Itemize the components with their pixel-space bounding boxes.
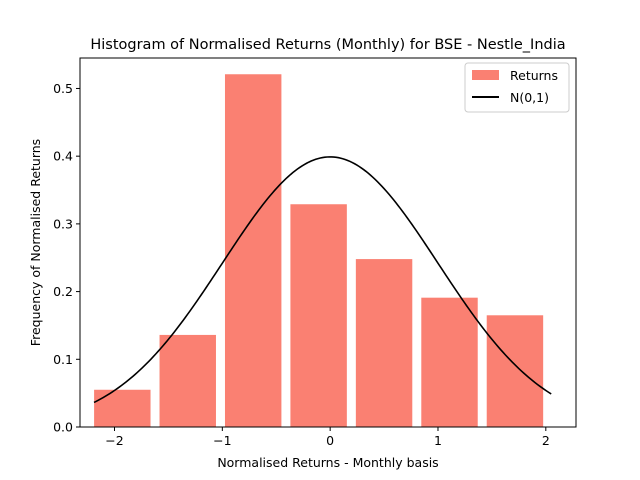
y-tick-label-2: 0.2 [53, 284, 73, 299]
legend-label-normal: N(0,1) [510, 90, 549, 105]
legend-swatch-returns [472, 70, 499, 80]
x-tick-label-2: 0 [326, 433, 334, 448]
histogram-bar-2 [159, 334, 216, 427]
x-axis-ticks: −2 −1 0 1 2 [105, 427, 550, 448]
normal-curve-group [93, 156, 552, 404]
normal-curve-line [93, 156, 552, 404]
y-tick-label-5: 0.5 [53, 81, 73, 96]
legend: Returns N(0,1) [464, 62, 570, 113]
chart-title: Histogram of Normalised Returns (Monthly… [90, 37, 565, 53]
x-tick-label-1: −1 [213, 433, 231, 448]
legend-label-returns: Returns [510, 68, 558, 83]
y-tick-label-4: 0.4 [53, 149, 73, 164]
histogram-bar-4 [290, 204, 347, 427]
y-tick-label-3: 0.3 [53, 216, 73, 231]
x-tick-label-4: 2 [542, 433, 550, 448]
histogram-bar-7 [486, 315, 544, 427]
histogram-bar-5 [355, 259, 413, 427]
y-tick-label-0: 0.0 [53, 420, 73, 435]
x-tick-label-0: −2 [105, 433, 123, 448]
histogram-bar-3 [224, 74, 282, 427]
y-tick-label-1: 0.1 [53, 352, 73, 367]
histogram-bars [94, 74, 544, 427]
x-axis-label: Normalised Returns - Monthly basis [217, 455, 438, 470]
x-tick-label-3: 1 [434, 433, 442, 448]
histogram-bar-1 [94, 389, 151, 427]
y-axis-ticks: 0.0 0.1 0.2 0.3 0.4 0.5 [53, 81, 80, 435]
plot-frame [79, 57, 577, 428]
histogram-bar-6 [421, 297, 478, 427]
y-axis-label: Frequency of Normalised Returns [28, 139, 43, 346]
